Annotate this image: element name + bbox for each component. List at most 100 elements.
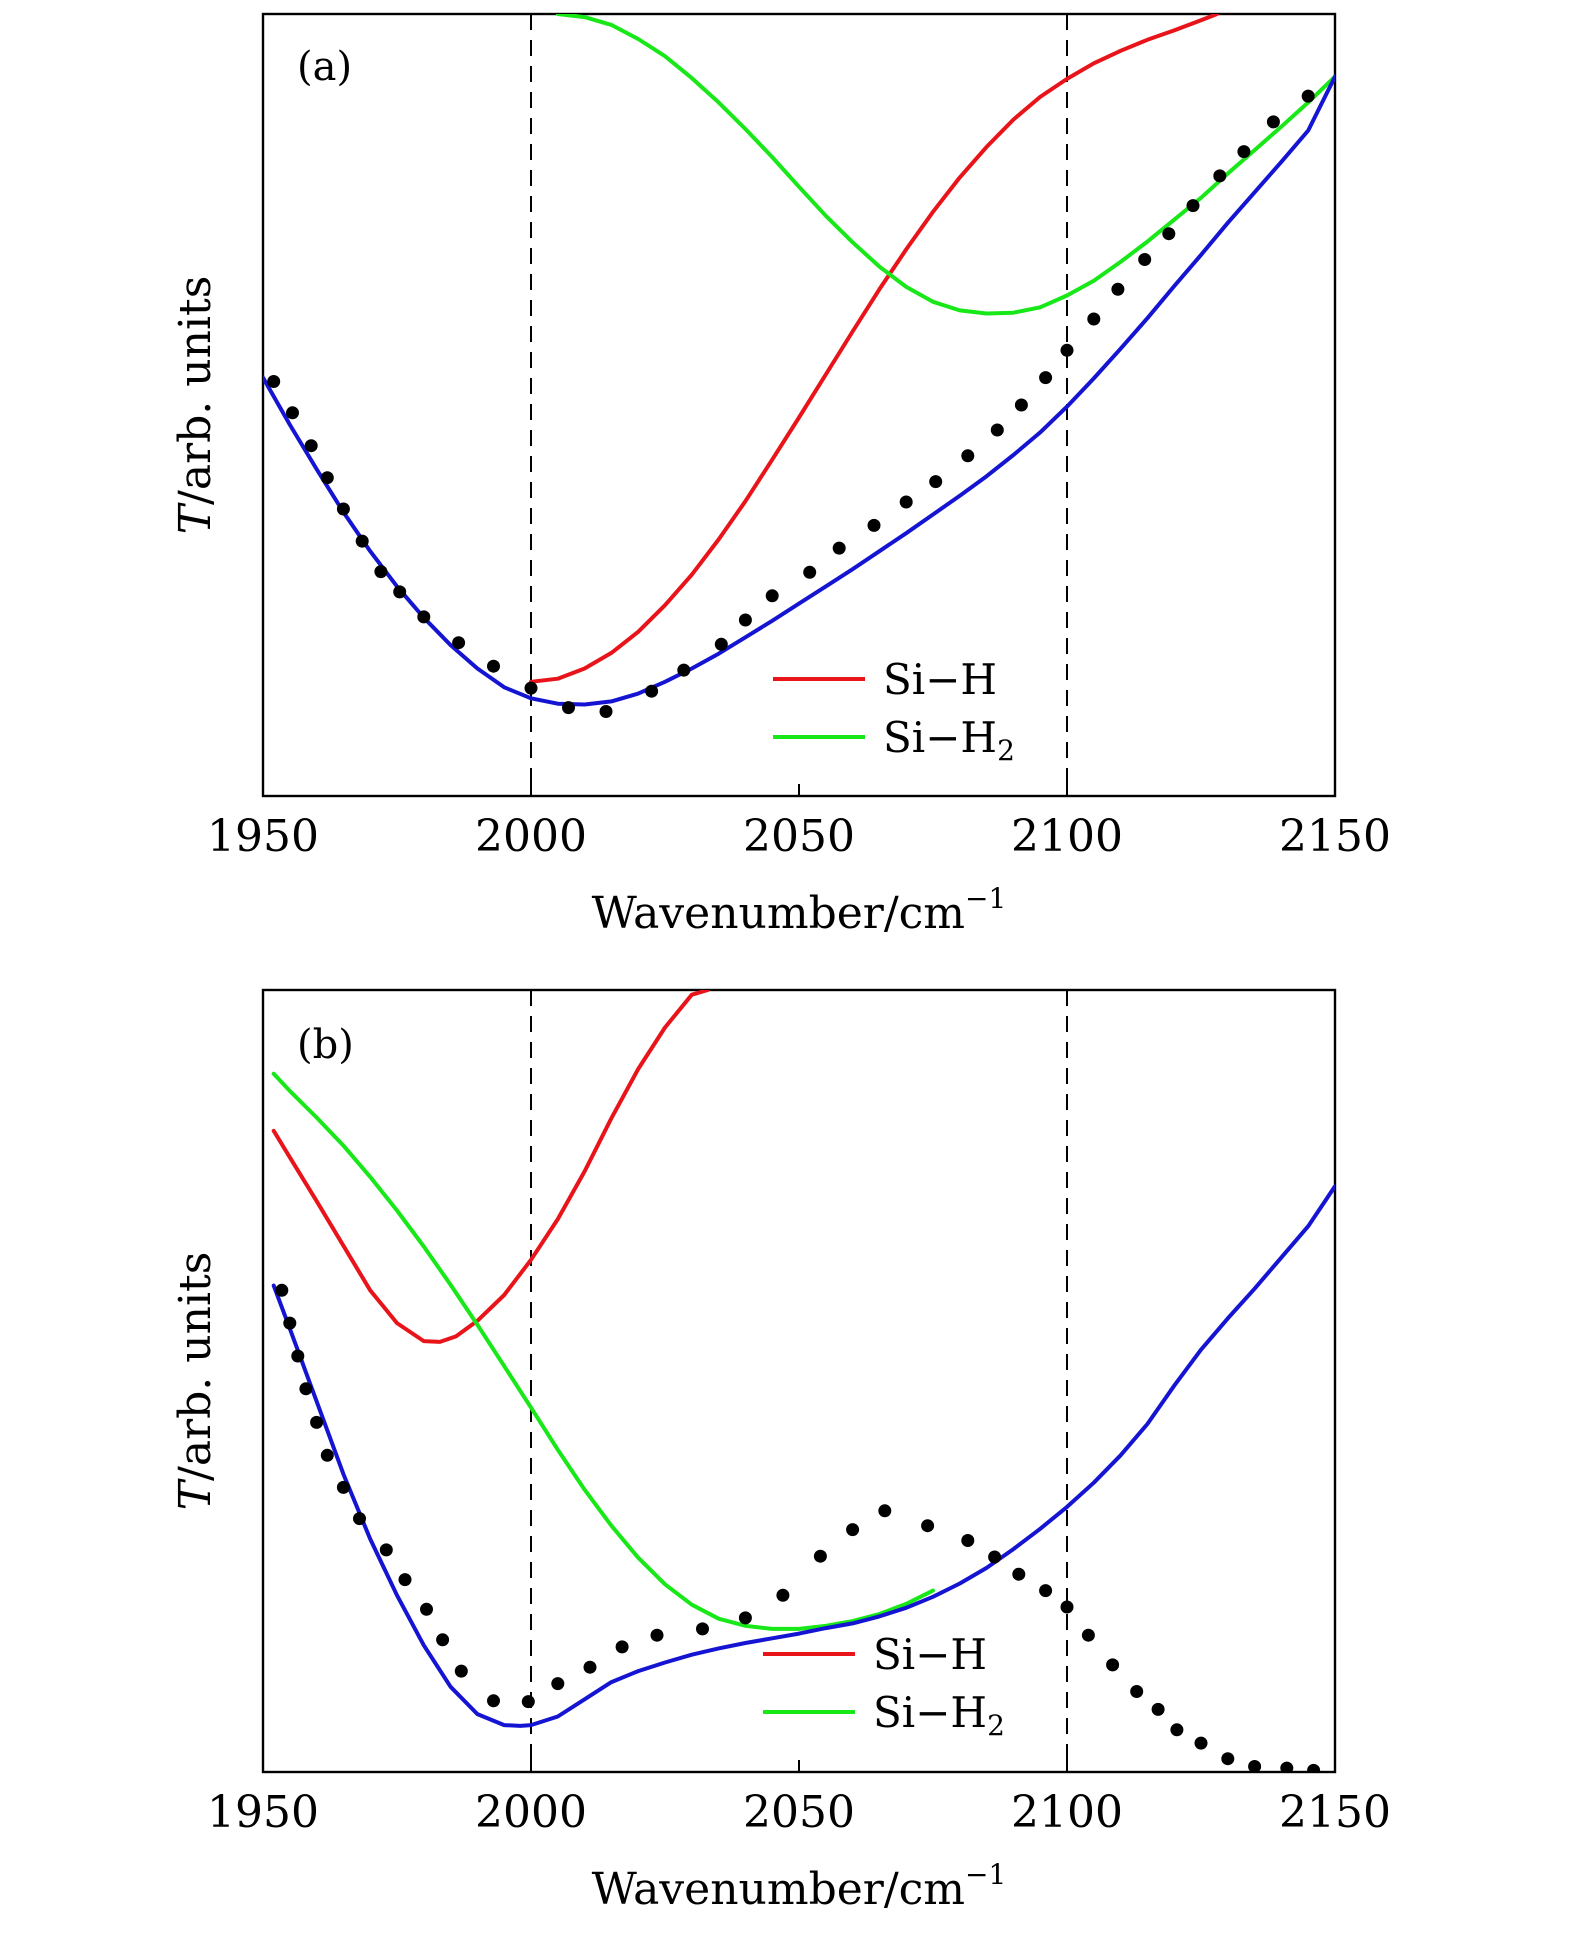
data-point [420,1602,433,1616]
legend-label-si-h2: Si−H2 [883,713,1015,767]
data-point [562,701,575,715]
data-point [524,681,538,695]
legend-label-si-h2: Si−H2 [873,1688,1005,1742]
data-point [878,1504,892,1518]
data-point [1138,253,1152,266]
y-axis-title: T/arb. units [170,276,221,535]
x-tick-label: 2100 [1011,1787,1123,1838]
legend-label-si-h-h: H [960,655,997,704]
data-point [961,1534,975,1547]
plot-area [263,14,1335,718]
data-point [990,423,1004,437]
data-point [355,534,369,548]
data-point [921,1519,935,1533]
data-point [286,406,299,420]
legend-label-si-h-dash: − [925,655,960,704]
legend-label-si-h2-dash: − [925,713,960,762]
data-point [454,1664,468,1678]
data-point [1060,1600,1074,1614]
data-point [1087,312,1101,326]
data-point [283,1316,297,1330]
data-point [645,684,659,698]
data-point [832,541,846,555]
data-point [765,589,779,603]
data-point [1111,282,1125,296]
data-point [899,495,913,509]
data-point [599,705,613,718]
data-point [374,565,388,579]
data-point [291,1349,305,1363]
x-tick-label: 2050 [743,1787,855,1838]
data-point [1039,371,1053,385]
x-tick-label: 1950 [207,811,319,862]
legend-label-si-h-si: Si [873,1630,915,1679]
data-point [320,471,334,485]
data-point [738,613,752,627]
x-axis-title-text: Wavenumber/cm [592,1864,965,1915]
data-point [1162,227,1176,241]
data-point [304,439,318,453]
y-axis-title-text: /arb. units [170,1252,221,1481]
legend-label-si-h2-dash: − [915,1688,950,1737]
data-point [1039,1584,1053,1598]
data-point [1130,1685,1144,1698]
x-axis-title-text: Wavenumber/cm [592,888,965,939]
legend-label-si-h-h: H [950,1630,987,1679]
x-tick-label: 2050 [743,811,855,862]
y-axis-title-symbol: T [170,1477,221,1510]
plot-area [271,990,1335,1772]
data-point [487,659,500,673]
data-point [696,1622,709,1636]
y-axis-title-symbol: T [170,501,221,534]
x-tick-label: 2150 [1279,1787,1391,1838]
series-line-fit [263,74,1335,707]
data-point [1012,1567,1026,1581]
series-line-si-h [271,990,710,1344]
data-point [275,1283,289,1297]
legend-label-si-h2-subscript: 2 [987,1709,1005,1742]
x-ticks: 1950 2000 2050 2100 2150 [207,784,1391,862]
data-point [1248,1760,1262,1772]
data-point [1194,1736,1208,1750]
data-point [336,1480,350,1494]
data-point [551,1677,565,1691]
x-axis-title: Wavenumber/cm−1 [592,1858,1007,1915]
panel-label: (a) [297,44,352,90]
data-point [521,1695,535,1709]
x-tick-label: 2000 [475,1787,587,1838]
data-point [393,585,407,599]
data-point [1221,1752,1235,1766]
series-line-fit [271,1184,1335,1728]
data-point [417,610,431,624]
data-point [379,1543,393,1557]
data-point [988,1550,1002,1564]
legend: Si−H Si−H2 [763,1630,1005,1742]
x-axis-title: Wavenumber/cm−1 [592,882,1007,939]
data-point [677,663,691,677]
legend-label-si-h2-si: Si [883,713,925,762]
data-point [813,1549,827,1563]
x-tick-label: 2100 [1011,811,1123,862]
data-point [1014,398,1028,412]
data-point [1280,1761,1294,1772]
y-axis-title-text: /arb. units [170,276,221,505]
data-point [583,1660,597,1674]
x-tick-label: 2150 [1279,811,1391,862]
series-layer [271,990,1335,1772]
data-point [1106,1658,1120,1672]
legend-label-si-h-dash: − [915,1630,950,1679]
data-point [961,449,975,463]
legend-label-si-h2-si: Si [873,1688,915,1737]
y-axis-title: T/arb. units [170,1252,221,1511]
data-point [714,637,728,651]
data-point [846,1523,860,1537]
data-point [1301,89,1315,103]
data-point [267,375,281,388]
data-point [738,1611,752,1625]
data-point [398,1573,412,1587]
legend: Si−H Si−H2 [773,655,1015,767]
data-point [487,1694,500,1708]
x-tick-label: 2000 [475,811,587,862]
legend-label-si-h: Si−H [883,655,997,704]
data-point [1237,145,1251,159]
